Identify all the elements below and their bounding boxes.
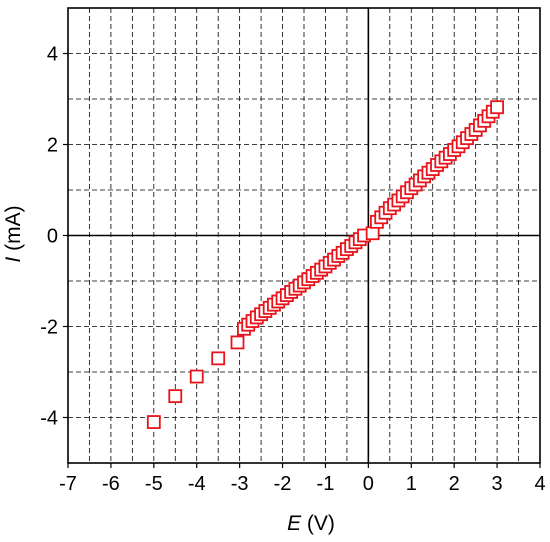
x-axis-unit: (V) <box>301 512 335 535</box>
data-series <box>146 100 504 429</box>
y-axis-title: I (mA) <box>2 205 25 262</box>
x-tick-label: -5 <box>145 473 163 495</box>
x-tick-label: -4 <box>188 473 206 495</box>
y-tick-label: -2 <box>40 317 58 339</box>
x-tick-label: 1 <box>406 473 417 495</box>
y-axis-ticks: -4 -2 0 2 4 <box>40 44 68 430</box>
x-axis-symbol: E <box>287 512 302 535</box>
data-point <box>189 369 204 384</box>
x-tick-label: -1 <box>317 473 335 495</box>
x-tick-label: 0 <box>363 473 374 495</box>
x-tick-label: -3 <box>231 473 249 495</box>
y-tick-label: -4 <box>40 408 58 430</box>
x-tick-label: 4 <box>534 473 545 495</box>
x-tick-label: 2 <box>449 473 460 495</box>
svg-text:E (V): E (V) <box>287 512 335 535</box>
y-tick-label: 2 <box>47 135 58 157</box>
data-point <box>211 351 226 366</box>
x-axis-title: E (V) <box>287 512 335 535</box>
x-tick-label: -2 <box>274 473 292 495</box>
x-axis-ticks: -7 -6 -5 -4 -3 -2 -1 0 1 2 3 4 <box>59 463 546 495</box>
x-tick-label: 3 <box>492 473 503 495</box>
y-tick-label: 0 <box>47 226 58 248</box>
data-point <box>168 389 183 404</box>
data-point <box>146 415 161 429</box>
x-tick-label: -7 <box>59 473 77 495</box>
y-tick-label: 4 <box>47 44 58 66</box>
svg-text:I (mA): I (mA) <box>2 205 25 262</box>
y-axis-unit: (mA) <box>2 205 25 256</box>
x-tick-label: -6 <box>102 473 120 495</box>
y-axis-symbol: I <box>2 257 25 263</box>
data-point <box>490 100 504 115</box>
data-point <box>365 226 380 241</box>
data-point <box>230 335 245 350</box>
